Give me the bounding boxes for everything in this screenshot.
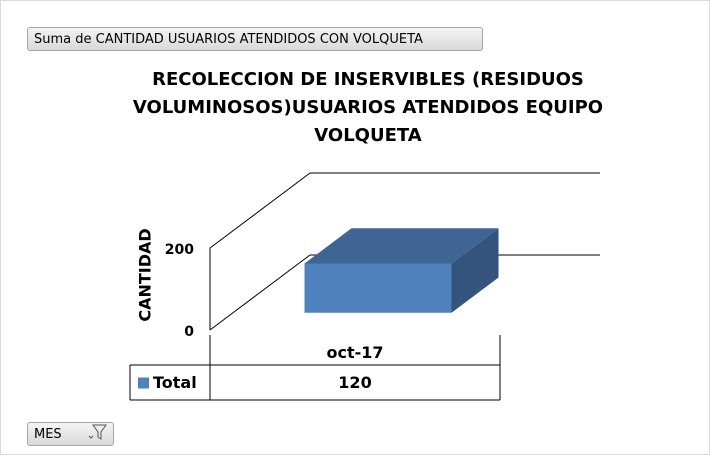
chart-title: RECOLECCION DE INSERVIBLES (RESIDUOS VOL…	[132, 69, 604, 146]
y-tick-label: 200	[165, 242, 194, 258]
field-button[interactable]: Suma de CANTIDAD USUARIOS ATENDIDOS CON …	[27, 27, 483, 51]
filter-label: MES	[34, 427, 62, 442]
bar-front	[304, 263, 452, 313]
x-tick-label: oct-17	[326, 343, 383, 362]
grid-line	[209, 172, 311, 249]
bar-top	[304, 228, 499, 264]
bar-side	[451, 228, 499, 313]
legend-label: Total	[153, 373, 197, 392]
data-label: 120	[338, 373, 371, 392]
filter-button[interactable]: MES	[27, 422, 114, 446]
y-axis-label: CANTIDAD	[136, 228, 155, 321]
filter-icon	[88, 424, 107, 440]
y-tick-label: 0	[184, 324, 194, 340]
legend-key	[138, 377, 149, 389]
grid-line	[209, 254, 311, 331]
